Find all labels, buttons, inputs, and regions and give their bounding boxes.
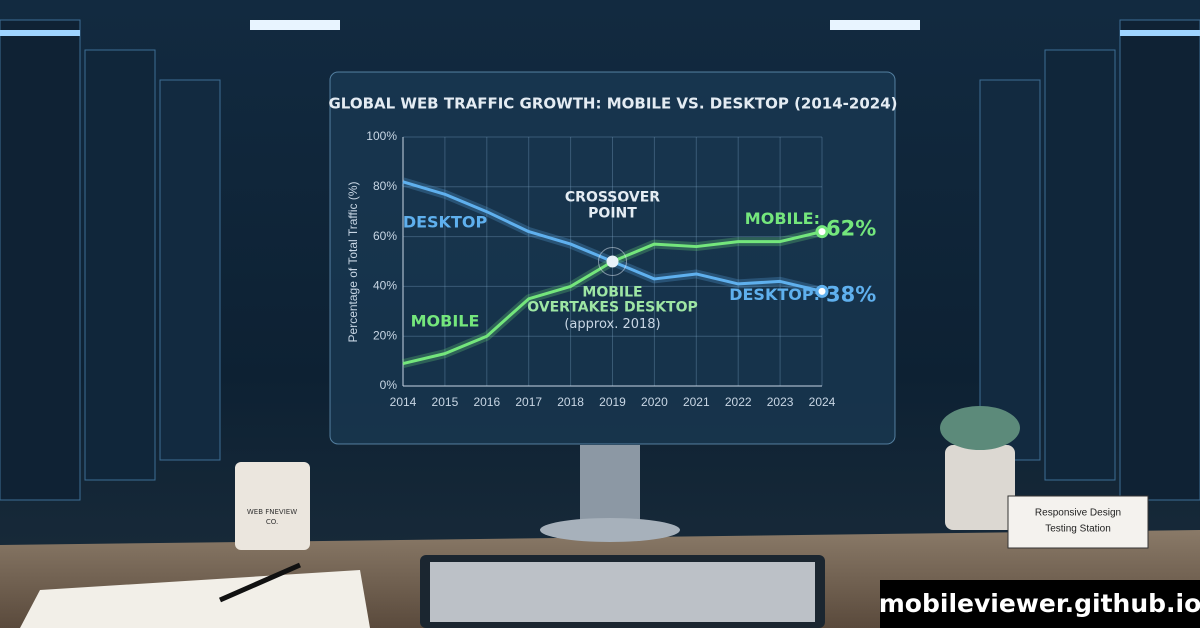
crossover-point xyxy=(606,255,619,268)
y-tick-label: 60% xyxy=(373,229,397,243)
chart-title: GLOBAL WEB TRAFFIC GROWTH: MOBILE VS. DE… xyxy=(328,95,897,113)
annotation: MOBILE xyxy=(582,285,642,301)
annotation: CROSSOVER xyxy=(565,190,660,206)
end-point xyxy=(815,284,829,298)
value-label: 62% xyxy=(826,217,876,241)
y-axis-label: Percentage of Total Traffic (%) xyxy=(346,182,360,343)
end-label: DESKTOP: xyxy=(729,285,820,304)
plant-pot xyxy=(945,445,1015,530)
crossover-ring xyxy=(598,247,627,276)
annotation: POINT xyxy=(588,206,637,222)
value-label: 38% xyxy=(826,282,876,306)
series-name: DESKTOP xyxy=(403,213,488,232)
x-tick-label: 2021 xyxy=(683,395,710,409)
x-tick-label: 2017 xyxy=(515,395,542,409)
ceiling-light xyxy=(830,20,920,30)
x-tick-label: 2022 xyxy=(725,395,752,409)
mug-text: CO. xyxy=(266,518,278,526)
y-tick-label: 100% xyxy=(366,129,397,143)
x-tick-label: 2015 xyxy=(432,395,459,409)
y-tick-label: 80% xyxy=(373,179,397,193)
monitor-base xyxy=(540,518,680,542)
keys xyxy=(430,562,815,622)
x-tick-label: 2020 xyxy=(641,395,668,409)
sign xyxy=(1007,495,1149,549)
x-tick-label: 2019 xyxy=(599,395,626,409)
mug-text: WEB FNEVIEW xyxy=(247,508,297,516)
x-tick-label: 2018 xyxy=(557,395,584,409)
watermark-bg xyxy=(880,580,1200,628)
annotation: (approx. 2018) xyxy=(564,317,660,332)
pen xyxy=(218,562,302,603)
notebook xyxy=(20,570,370,628)
y-tick-label: 40% xyxy=(373,279,397,293)
end-label: MOBILE: xyxy=(745,209,820,228)
y-tick-label: 0% xyxy=(380,378,398,392)
plant xyxy=(940,406,1020,450)
annotation: OVERTAKES DESKTOP xyxy=(527,300,698,316)
y-tick-label: 20% xyxy=(373,328,397,342)
sign-text: Responsive Design xyxy=(1035,508,1121,519)
x-tick-label: 2023 xyxy=(767,395,794,409)
ceiling-light xyxy=(250,20,340,30)
mug xyxy=(235,462,310,550)
sign-text: Testing Station xyxy=(1045,524,1111,535)
x-tick-label: 2016 xyxy=(473,395,500,409)
end-point xyxy=(815,225,829,239)
server-racks xyxy=(0,19,1200,501)
x-tick-label: 2024 xyxy=(809,395,836,409)
watermark: mobileviewer.github.io xyxy=(879,589,1200,618)
plot: 0% 20% 40% 60% 80% 100% 2014 2015 2016 2017 2018 20… xyxy=(366,129,876,409)
monitor-stand xyxy=(580,445,640,525)
x-tick-label: 2014 xyxy=(390,395,417,409)
series-name: MOBILE xyxy=(411,312,480,331)
